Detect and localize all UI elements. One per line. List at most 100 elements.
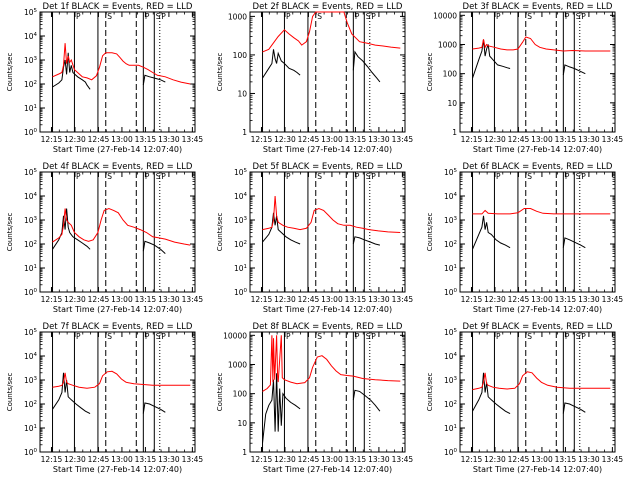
panel-title: Det 4f BLACK = Events, RED = LLD — [43, 162, 193, 172]
y-tick-label: 10 — [447, 99, 457, 108]
x-tick-label: 13:30 — [158, 455, 180, 464]
x-tick-label: 12:15 — [461, 295, 483, 304]
x-tick-label: 12:15 — [41, 455, 63, 464]
y-tick-label: 104 — [24, 352, 38, 361]
event-marker-label: P — [145, 172, 150, 181]
series-line-lld — [262, 335, 401, 392]
x-tick-label: 12:30 — [274, 455, 296, 464]
series-line-lld — [262, 11, 401, 53]
panel-det-9: Det 9f BLACK = Events, RED = LLD 100 101 10… — [426, 322, 623, 474]
panel-det-5: Det 5f BLACK = Events, RED = LLD 100 101 10… — [216, 162, 413, 314]
series-line-events — [142, 240, 166, 254]
x-tick-label: 13:45 — [392, 135, 414, 144]
y-tick-label: 105 — [24, 328, 38, 337]
panel-title: Det 3f BLACK = Events, RED = LLD — [463, 2, 613, 12]
y-tick-label: 1000 — [438, 40, 457, 49]
y-tick-label: 1 — [242, 128, 247, 137]
y-tick-label: 105 — [444, 168, 458, 177]
x-axis-label: Start Time (27-Feb-14 12:07:40) — [473, 305, 602, 314]
x-axis-label: Start Time (27-Feb-14 12:07:40) — [263, 145, 392, 154]
event-marker-label: P — [286, 172, 291, 181]
series-line-events — [472, 39, 511, 79]
series-line-events — [562, 64, 586, 76]
y-tick-label: 103 — [234, 216, 248, 225]
y-tick-label: 102 — [24, 400, 37, 409]
x-axis-label: Start Time (27-Feb-14 12:07:40) — [53, 465, 182, 474]
panel-title: Det 6f BLACK = Events, RED = LLD — [463, 162, 613, 172]
x-tick-label: 13:30 — [578, 295, 600, 304]
y-tick-label: 102 — [24, 80, 37, 89]
x-tick-label: 13:45 — [602, 295, 624, 304]
event-marker-label: S — [366, 172, 371, 181]
series-line-events — [142, 74, 166, 86]
y-tick-label: 100 — [444, 448, 458, 457]
x-tick-label: 12:45 — [508, 455, 530, 464]
event-marker-label: S — [576, 172, 581, 181]
x-tick-label: 12:15 — [251, 295, 273, 304]
x-tick-label: 12:30 — [64, 455, 86, 464]
event-marker-label: P — [286, 12, 291, 21]
panel-det-3: Det 3f BLACK = Events, RED = LLD 1 10 100 10… — [426, 2, 623, 154]
y-tick-label: 103 — [444, 376, 458, 385]
x-tick-label: 12:15 — [251, 455, 273, 464]
event-marker-label: P — [581, 332, 586, 341]
event-marker-label: P — [496, 172, 501, 181]
panel-title: Det 1f BLACK = Events, RED = LLD — [43, 2, 193, 12]
y-tick-label: 102 — [24, 240, 37, 249]
event-marker-label: P — [161, 332, 166, 341]
event-marker-label: P — [496, 12, 501, 21]
axes-box — [39, 171, 196, 293]
series-line-events — [562, 402, 586, 414]
panel-det-1: Det 1f BLACK = Events, RED = LLD 100 101 10… — [6, 2, 203, 154]
panel-det-7: Det 7f BLACK = Events, RED = LLD 100 101 10… — [6, 322, 203, 474]
series-line-events — [472, 215, 511, 250]
x-tick-label: 13:15 — [345, 295, 367, 304]
event-marker-label: S — [527, 172, 532, 181]
x-tick-label: 12:15 — [461, 455, 483, 464]
panel-det-4: Det 4f BLACK = Events, RED = LLD 100 101 10… — [6, 162, 203, 314]
x-tick-label: 12:30 — [484, 295, 506, 304]
series-line-events — [52, 208, 91, 250]
x-tick-label: 13:30 — [368, 455, 390, 464]
x-tick-label: 12:15 — [41, 135, 63, 144]
event-marker-label: P — [371, 332, 376, 341]
series-line-events — [262, 212, 301, 245]
x-tick-label: 12:45 — [88, 135, 110, 144]
series-line-events — [472, 372, 511, 415]
event-marker-label: S — [156, 12, 161, 21]
x-tick-label: 12:30 — [484, 455, 506, 464]
y-axis-label: Counts/sec — [426, 213, 434, 252]
y-tick-label: 102 — [234, 240, 247, 249]
x-tick-label: 12:30 — [64, 295, 86, 304]
series-line-lld — [472, 371, 611, 391]
x-axis-label: Start Time (27-Feb-14 12:07:40) — [263, 465, 392, 474]
y-tick-label: 105 — [444, 328, 458, 337]
y-tick-label: 102 — [444, 240, 457, 249]
y-axis-label: Counts/sec — [426, 373, 434, 412]
event-marker-label: S — [576, 12, 581, 21]
axes-box — [459, 11, 616, 133]
x-tick-label: 12:45 — [298, 135, 320, 144]
y-tick-label: 100 — [233, 51, 248, 60]
x-tick-label: 13:00 — [111, 455, 133, 464]
event-marker-label: S — [107, 172, 112, 181]
y-tick-label: 101 — [234, 264, 247, 273]
y-tick-label: 104 — [24, 192, 38, 201]
y-tick-label: 101 — [24, 104, 37, 113]
event-marker-label: P — [565, 12, 570, 21]
x-tick-label: 12:45 — [88, 295, 110, 304]
event-marker-label: S — [527, 12, 532, 21]
y-tick-label: 102 — [444, 400, 457, 409]
x-tick-label: 13:30 — [368, 295, 390, 304]
y-tick-label: 10000 — [433, 11, 457, 20]
x-tick-label: 13:15 — [135, 135, 157, 144]
series-line-lld — [472, 36, 611, 52]
y-axis-label: Counts/sec — [216, 53, 224, 92]
series-line-events — [562, 237, 586, 249]
panel-det-2: Det 2f BLACK = Events, RED = LLD 1 10 100 10… — [216, 2, 413, 154]
event-marker-label: P — [355, 172, 360, 181]
axes-box — [459, 171, 616, 293]
y-tick-label: 10000 — [223, 331, 247, 340]
y-tick-label: 1 — [452, 128, 457, 137]
